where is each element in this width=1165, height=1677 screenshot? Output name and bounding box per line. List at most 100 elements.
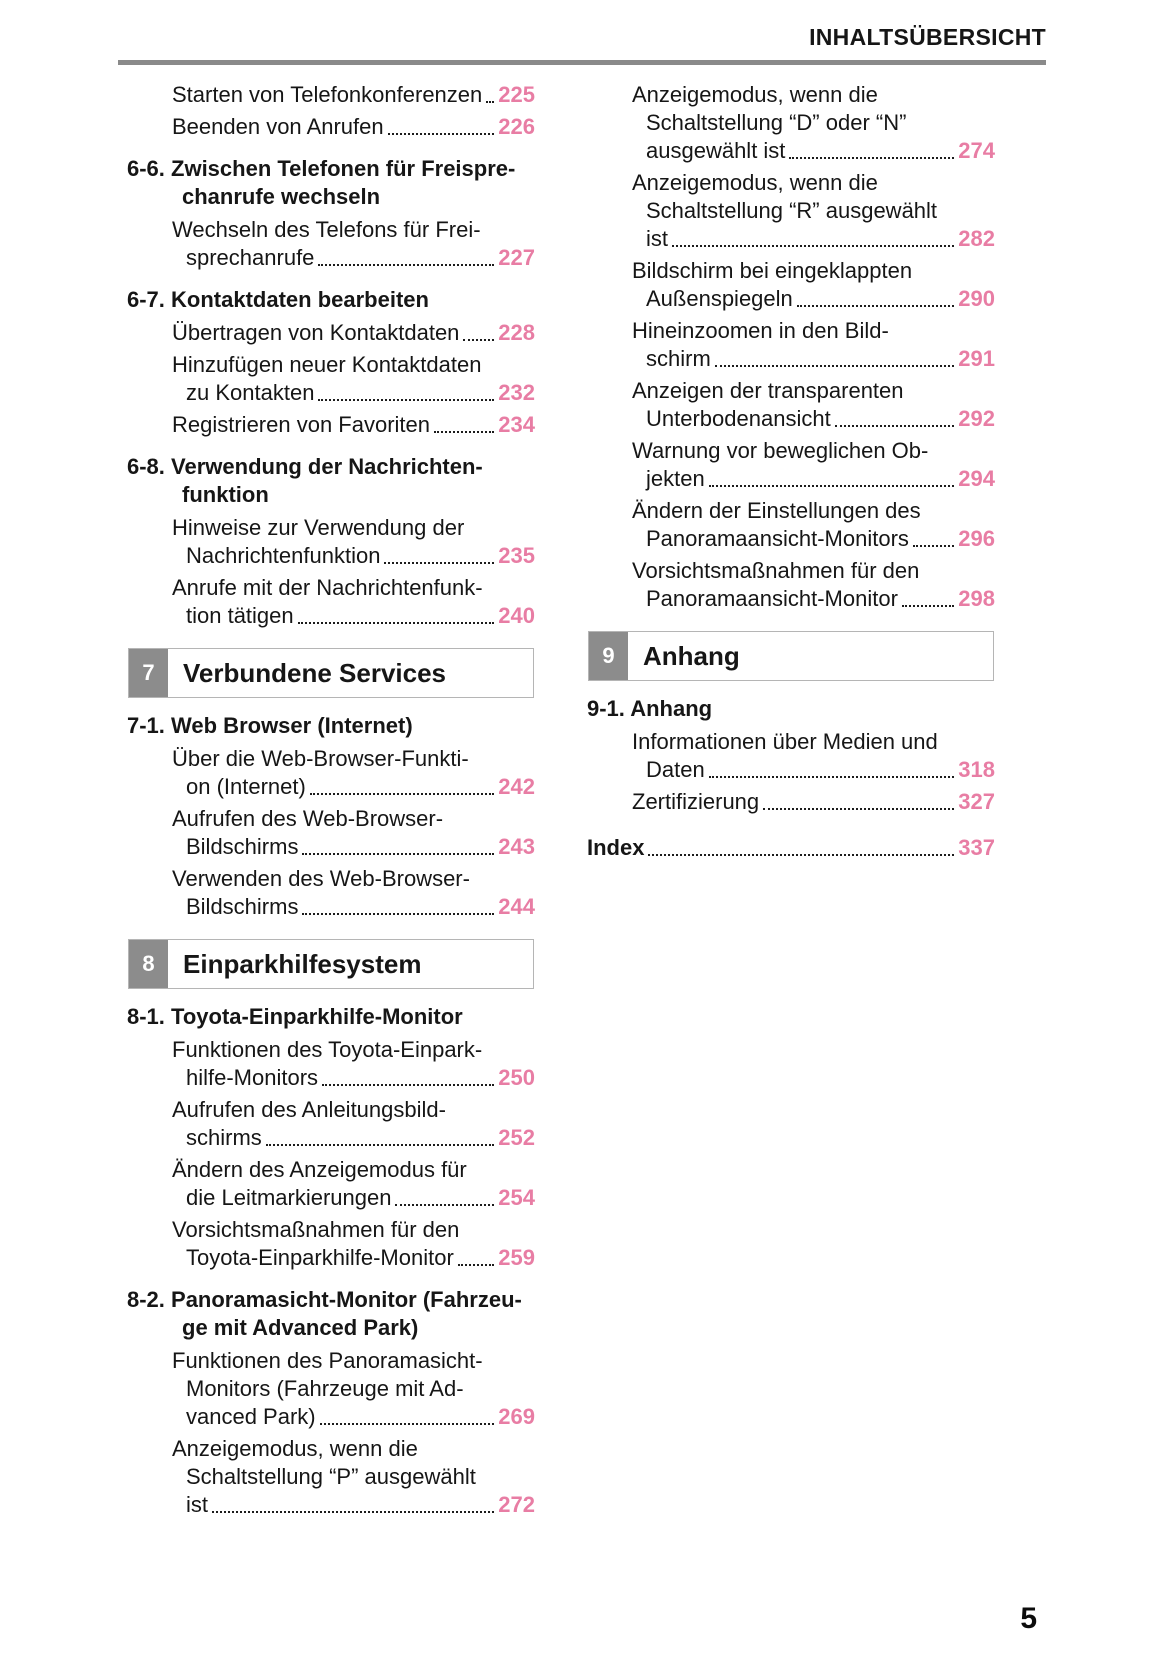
toc-entry: Übertragen von Kontaktdaten 228 [127,319,535,347]
chapter-heading: 7 Verbundene Services [128,648,534,698]
toc-entry: Bildschirm bei eingeklappten Außenspiegel… [587,257,995,313]
toc-page-number: 259 [498,1245,535,1270]
toc-entry-text: ist [646,226,668,251]
toc-entry-line: Warnung vor beweglichen Ob- [587,437,995,465]
toc-page-number: 225 [498,82,535,107]
toc-entry: Funktionen des Toyota-Einpark-hilfe-Moni… [127,1036,535,1092]
toc-entry-line: Hineinzoomen in den Bild- [587,317,995,345]
toc-entry: Anzeigemodus, wenn die Schaltstellung “R”… [587,169,995,253]
toc-page-number: 292 [958,406,995,431]
dot-leader [672,245,955,247]
toc-page-number: 234 [498,412,535,437]
dot-leader [789,157,955,159]
dot-leader [297,622,495,624]
toc-entry-line: Bildschirm bei eingeklappten [587,257,995,285]
toc-entry-text: Anzeigen der transparenten [632,378,904,403]
toc-entry-line: Funktionen des Panoramasicht- [127,1347,535,1375]
toc-page-number: 235 [498,543,535,568]
toc-section-heading-line: 6-8. Verwendung der Nachrichten- [127,454,483,479]
toc-entry-line: Bildschirms 243 [127,833,535,861]
chapter-number-badge: 9 [589,632,628,680]
toc-page-number: 250 [498,1065,535,1090]
toc-entry-text: Ändern des Anzeigemodus für [172,1157,467,1182]
dot-leader [302,913,495,915]
toc-page-number: 337 [958,835,995,860]
toc-page-number: 291 [958,346,995,371]
toc-entry: Anzeigemodus, wenn die Schaltstellung “P”… [127,1435,535,1519]
toc-entry: Wechseln des Telefons für Frei-sprechanr… [127,216,535,272]
toc-entry-line: Daten 318 [587,756,995,784]
toc-entry-text: Registrieren von Favoriten [172,412,431,437]
toc-entry-text: on (Internet) [186,774,306,799]
toc-entry-line: ist 282 [587,225,995,253]
toc-entry-line: jekten 294 [587,465,995,493]
toc-entry-line: Anrufe mit der Nachrichtenfunk- [127,574,535,602]
toc-section-heading-line: funktion [182,482,269,507]
toc-entry-text: tion tätigen [186,603,294,628]
dot-leader [395,1204,495,1206]
toc-entry-line: Starten von Telefonkonferenzen 225 [127,81,535,109]
toc-entry-line: Panoramaansicht-Monitors 296 [587,525,995,553]
toc-entry: Aufrufen des Anleitungsbild-schirms 252 [127,1096,535,1152]
toc-entry-line: Hinweise zur Verwendung der [127,514,535,542]
toc-page-number: 282 [958,226,995,251]
dot-leader [648,854,955,856]
chapter-title: Einparkhilfesystem [183,948,422,979]
toc-entry-line: Anzeigemodus, wenn die [127,1435,535,1463]
chapter-title: Anhang [643,640,740,671]
toc-entry-text: Monitors (Fahrzeuge mit Ad- [186,1376,464,1401]
toc-entry-text: Schaltstellung “P” ausgewählt [186,1464,476,1489]
toc-page-number: 327 [958,789,995,814]
toc-entry-text: Verwenden des Web-Browser- [172,866,470,891]
toc-entry-text: Informationen über Medien und [632,729,938,754]
toc-section-heading: 7-1. Web Browser (Internet) [127,712,535,740]
chapter-number-badge: 8 [129,940,168,988]
toc-entry-line: Registrieren von Favoriten 234 [127,411,535,439]
toc-section-heading-line: ge mit Advanced Park) [182,1315,419,1340]
dot-leader [322,1084,495,1086]
toc-entry-text: Schaltstellung “R” ausgewählt [646,198,938,223]
toc-entry: Anzeigen der transparenten Unterbodenansi… [587,377,995,433]
toc-entry-text: Außenspiegeln [646,286,793,311]
toc-entry: Registrieren von Favoriten 234 [127,411,535,439]
toc-entry-text: schirms [186,1125,262,1150]
chapter-title: Verbundene Services [183,657,447,688]
toc-entry-line: schirms 252 [127,1124,535,1152]
toc-entry-line: Zertifizierung 327 [587,788,995,816]
toc-entry-line: Anzeigemodus, wenn die [587,169,995,197]
toc-entry-line: Außenspiegeln 290 [587,285,995,313]
dot-leader [708,485,955,487]
toc-entry-text: Funktionen des Panoramasicht- [172,1348,483,1373]
toc-entry-line: Schaltstellung “P” ausgewählt [127,1463,535,1491]
toc-entry-line: vanced Park) 269 [127,1403,535,1431]
toc-entry-line: schirm 291 [587,345,995,373]
toc-entry: Vorsichtsmaßnahmen für den Toyota-Einpark… [127,1216,535,1272]
toc-entry-text: Beenden von Anrufen [172,114,384,139]
toc-entry: Funktionen des Panoramasicht- Monitors (F… [127,1347,535,1431]
dot-leader [387,133,495,135]
dot-leader [318,264,495,266]
toc-section-heading-line: 7-1. Web Browser (Internet) [127,713,413,738]
toc-entry-line: Anzeigen der transparenten [587,377,995,405]
toc-entry-line: Toyota-Einparkhilfe-Monitor 259 [127,1244,535,1272]
toc-entry-line: Vorsichtsmaßnahmen für den [587,557,995,585]
toc-entry-text: Vorsichtsmaßnahmen für den [632,558,920,583]
toc-page-number: 274 [958,138,995,163]
toc-entry: Aufrufen des Web-Browser- Bildschirms 243 [127,805,535,861]
toc-entry-line: Bildschirms 244 [127,893,535,921]
toc-entry-line: Verwenden des Web-Browser- [127,865,535,893]
page-footer-number: 5 [1020,1602,1037,1635]
toc-entry-line: die Leitmarkierungen 254 [127,1184,535,1212]
toc-entry-line: Funktionen des Toyota-Einpark- [127,1036,535,1064]
toc-entry-line: tion tätigen 240 [127,602,535,630]
toc-entry-text: Funktionen des Toyota-Einpark- [172,1037,483,1062]
toc-entry-text: Aufrufen des Anleitungsbild- [172,1097,446,1122]
toc-entry-text: Anzeigemodus, wenn die [172,1436,418,1461]
toc-column-left: Starten von Telefonkonferenzen 225 Beenden… [127,81,535,1523]
toc-entry-text: Anrufe mit der Nachrichtenfunk- [172,575,483,600]
toc-entry-text: schirm [646,346,711,371]
dot-leader [212,1511,495,1513]
toc-entry-text: Hineinzoomen in den Bild- [632,318,889,343]
dot-leader [708,776,955,778]
toc-page-number: 296 [958,526,995,551]
